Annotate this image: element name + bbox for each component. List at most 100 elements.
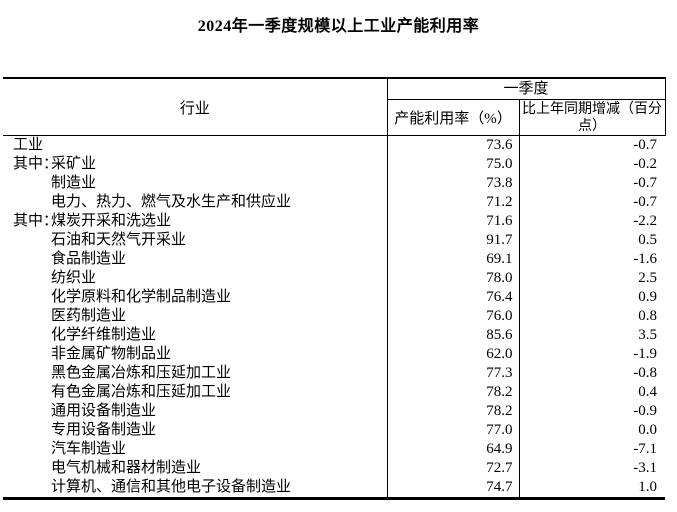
industry-name: 食品制造业 xyxy=(51,251,127,267)
table-body: 工业 73.6 -0.7 其中：采矿业 75.0 -0.2 制造业 73.8 -… xyxy=(3,135,666,499)
industry-cell: 其中：采矿业 xyxy=(3,155,387,174)
table-row: 纺织业 78.0 2.5 xyxy=(3,269,666,288)
table-row: 其中：采矿业 75.0 -0.2 xyxy=(3,155,666,174)
industry-name: 电力、热力、燃气及水生产和供应业 xyxy=(51,194,292,210)
utilization-value: 73.8 xyxy=(386,174,519,193)
industry-name: 采矿业 xyxy=(51,156,97,172)
industry-name: 煤炭开采和洗选业 xyxy=(51,213,172,229)
industry-cell: 专用设备制造业 xyxy=(3,421,387,440)
industry-cell: 制造业 xyxy=(3,174,387,193)
utilization-value: 74.7 xyxy=(386,478,519,499)
industry-cell: 化学纤维制造业 xyxy=(3,326,387,345)
change-value: 0.5 xyxy=(518,231,666,250)
industry-name: 纺织业 xyxy=(51,270,97,286)
change-value: 0.4 xyxy=(518,383,666,402)
change-value: -3.1 xyxy=(518,459,666,478)
table-row: 黑色金属冶炼和压延加工业 77.3 -0.8 xyxy=(3,364,666,383)
table-header: 行业 一季度 产能利用率（%） 比上年同期增减（百分点） xyxy=(3,78,666,136)
table-row: 非金属矿物制品业 62.0 -1.9 xyxy=(3,345,666,364)
change-value: 3.5 xyxy=(518,326,666,345)
industry-cell: 黑色金属冶炼和压延加工业 xyxy=(3,364,387,383)
table-row: 通用设备制造业 78.2 -0.9 xyxy=(3,402,666,421)
table-row: 化学原料和化学制品制造业 76.4 0.9 xyxy=(3,288,666,307)
utilization-value: 75.0 xyxy=(386,155,519,174)
utilization-value: 73.6 xyxy=(386,135,519,155)
table-row: 化学纤维制造业 85.6 3.5 xyxy=(3,326,666,345)
change-value: -2.2 xyxy=(518,212,666,231)
table-row: 电气机械和器材制造业 72.7 -3.1 xyxy=(3,459,666,478)
row-prefix: 其中： xyxy=(13,213,59,229)
industry-cell: 计算机、通信和其他电子设备制造业 xyxy=(3,478,387,499)
industry-name: 汽车制造业 xyxy=(51,441,127,457)
utilization-value: 77.0 xyxy=(386,421,519,440)
industry-name: 有色金属冶炼和压延加工业 xyxy=(51,384,232,400)
change-value: -0.9 xyxy=(518,402,666,421)
capacity-utilization-table: 行业 一季度 产能利用率（%） 比上年同期增减（百分点） 工业 73.6 -0.… xyxy=(3,77,666,500)
utilization-value: 76.4 xyxy=(386,288,519,307)
utilization-value: 77.3 xyxy=(386,364,519,383)
industry-name: 电气机械和器材制造业 xyxy=(51,460,202,476)
change-value: 2.5 xyxy=(518,269,666,288)
table-row: 计算机、通信和其他电子设备制造业 74.7 1.0 xyxy=(3,478,666,499)
utilization-value: 71.2 xyxy=(386,193,519,212)
change-value: -0.7 xyxy=(518,135,666,155)
utilization-value: 69.1 xyxy=(386,250,519,269)
industry-name: 化学原料和化学制品制造业 xyxy=(51,289,232,305)
utilization-value: 72.7 xyxy=(386,459,519,478)
industry-name: 工业 xyxy=(13,137,44,153)
utilization-value: 78.0 xyxy=(386,269,519,288)
industry-cell: 食品制造业 xyxy=(3,250,387,269)
table-row: 食品制造业 69.1 -1.6 xyxy=(3,250,666,269)
header-row-top: 行业 一季度 xyxy=(3,78,666,136)
change-value: -1.9 xyxy=(518,345,666,364)
industry-name: 专用设备制造业 xyxy=(51,422,157,438)
table-row: 汽车制造业 64.9 -7.1 xyxy=(3,440,666,459)
utilization-value: 78.2 xyxy=(386,402,519,421)
utilization-value: 85.6 xyxy=(386,326,519,345)
industry-cell: 医药制造业 xyxy=(3,307,387,326)
table-row: 制造业 73.8 -0.7 xyxy=(3,174,666,193)
industry-cell: 电气机械和器材制造业 xyxy=(3,459,387,478)
industry-cell: 其中：煤炭开采和洗选业 xyxy=(3,212,387,231)
header-row-sub: 产能利用率（%） 比上年同期增减（百分点） xyxy=(3,99,666,136)
utilization-value: 76.0 xyxy=(386,307,519,326)
industry-name: 石油和天然气开采业 xyxy=(51,232,187,248)
change-value: -0.7 xyxy=(518,174,666,193)
header-industry: 行业 xyxy=(3,78,387,136)
industry-cell: 石油和天然气开采业 xyxy=(3,231,387,250)
industry-name: 计算机、通信和其他电子设备制造业 xyxy=(51,479,292,495)
change-value: -0.2 xyxy=(518,155,666,174)
utilization-value: 78.2 xyxy=(386,383,519,402)
industry-cell: 非金属矿物制品业 xyxy=(3,345,387,364)
industry-cell: 通用设备制造业 xyxy=(3,402,387,421)
table-row: 工业 73.6 -0.7 xyxy=(3,135,666,155)
table-row: 电力、热力、燃气及水生产和供应业 71.2 -0.7 xyxy=(3,193,666,212)
row-prefix: 其中： xyxy=(13,156,59,172)
utilization-value: 71.6 xyxy=(386,212,519,231)
utilization-value: 62.0 xyxy=(386,345,519,364)
change-value: -1.6 xyxy=(518,250,666,269)
industry-name: 医药制造业 xyxy=(51,308,127,324)
industry-name: 黑色金属冶炼和压延加工业 xyxy=(51,365,232,381)
header-quarter: 一季度 xyxy=(386,78,666,100)
change-value: -7.1 xyxy=(518,440,666,459)
change-value: 0.9 xyxy=(518,288,666,307)
table-row: 其中：煤炭开采和洗选业 71.6 -2.2 xyxy=(3,212,666,231)
change-value: -0.8 xyxy=(518,364,666,383)
industry-cell: 电力、热力、燃气及水生产和供应业 xyxy=(3,193,387,212)
industry-name: 非金属矿物制品业 xyxy=(51,346,172,362)
page-title: 2024年一季度规模以上工业产能利用率 xyxy=(197,18,480,35)
industry-name: 制造业 xyxy=(51,175,97,191)
header-utilization-rate: 产能利用率（%） xyxy=(386,99,519,136)
table-row: 医药制造业 76.0 0.8 xyxy=(3,307,666,326)
industry-cell: 化学原料和化学制品制造业 xyxy=(3,288,387,307)
table-row: 有色金属冶炼和压延加工业 78.2 0.4 xyxy=(3,383,666,402)
industry-cell: 汽车制造业 xyxy=(3,440,387,459)
industry-cell: 有色金属冶炼和压延加工业 xyxy=(3,383,387,402)
table-row: 石油和天然气开采业 91.7 0.5 xyxy=(3,231,666,250)
change-value: -0.7 xyxy=(518,193,666,212)
change-value: 0.0 xyxy=(518,421,666,440)
change-value: 0.8 xyxy=(518,307,666,326)
industry-cell: 纺织业 xyxy=(3,269,387,288)
